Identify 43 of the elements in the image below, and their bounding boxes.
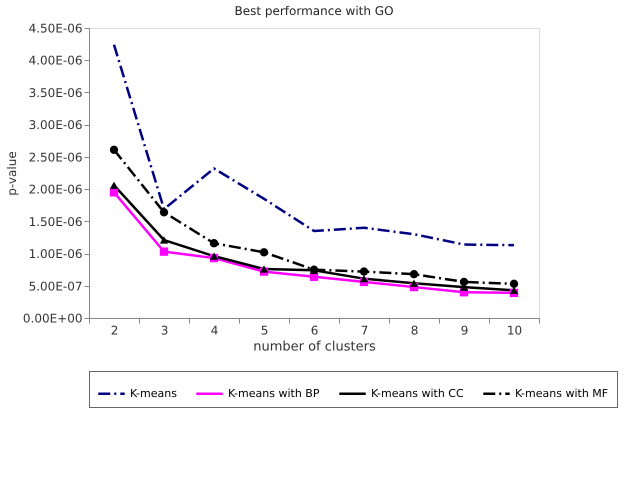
y-tick-label: 0.00E+00	[22, 312, 82, 326]
legend-label: K-means	[130, 386, 178, 400]
point	[410, 270, 418, 278]
x-tick-label: 5	[260, 324, 268, 338]
point	[210, 239, 218, 248]
point	[160, 247, 168, 256]
legend-label: K-means with CC	[371, 386, 464, 400]
x-tick-label: 8	[410, 324, 418, 338]
y-tick-label: 5.00E-07	[28, 279, 82, 294]
point	[110, 182, 118, 189]
x-tick-label: 3	[160, 324, 168, 338]
point	[260, 248, 268, 256]
y-tick-label: 2.00E-06	[28, 182, 82, 197]
point	[360, 275, 368, 282]
point	[460, 278, 468, 286]
x-tick-label: 7	[360, 324, 368, 338]
x-tick-label: 2	[110, 324, 118, 338]
y-tick-label: 3.00E-06	[28, 118, 82, 132]
y-tick-label: 1.00E-06	[28, 247, 82, 262]
point	[510, 286, 518, 294]
x-axis-title: number of clusters	[253, 340, 376, 354]
point	[160, 208, 168, 216]
point	[210, 252, 218, 260]
y-tick-label: 3.50E-06	[28, 86, 82, 100]
x-tick-label: 4	[210, 324, 218, 338]
x-tick-label: 9	[460, 324, 468, 338]
y-tick-label: 4.50E-06	[28, 22, 82, 36]
legend-label: K-means with BP	[228, 386, 320, 400]
x-tick-label: 6	[310, 324, 318, 338]
y-tick-label: 4.00E-06	[28, 54, 82, 68]
y-tick-label: 2.50E-06	[28, 150, 82, 164]
y-tick-label: 1.50E-06	[28, 214, 82, 229]
point	[360, 267, 368, 276]
y-axis-title: p-value	[4, 151, 19, 196]
point	[410, 280, 418, 287]
point	[510, 280, 518, 288]
x-tick-label: 10	[506, 324, 522, 338]
point	[160, 236, 168, 244]
point	[260, 265, 268, 273]
line-series	[112, 44, 516, 246]
legend-label: K-means with MF	[515, 386, 608, 400]
point	[110, 146, 118, 154]
chart-title: Best performance with GO	[234, 4, 394, 18]
